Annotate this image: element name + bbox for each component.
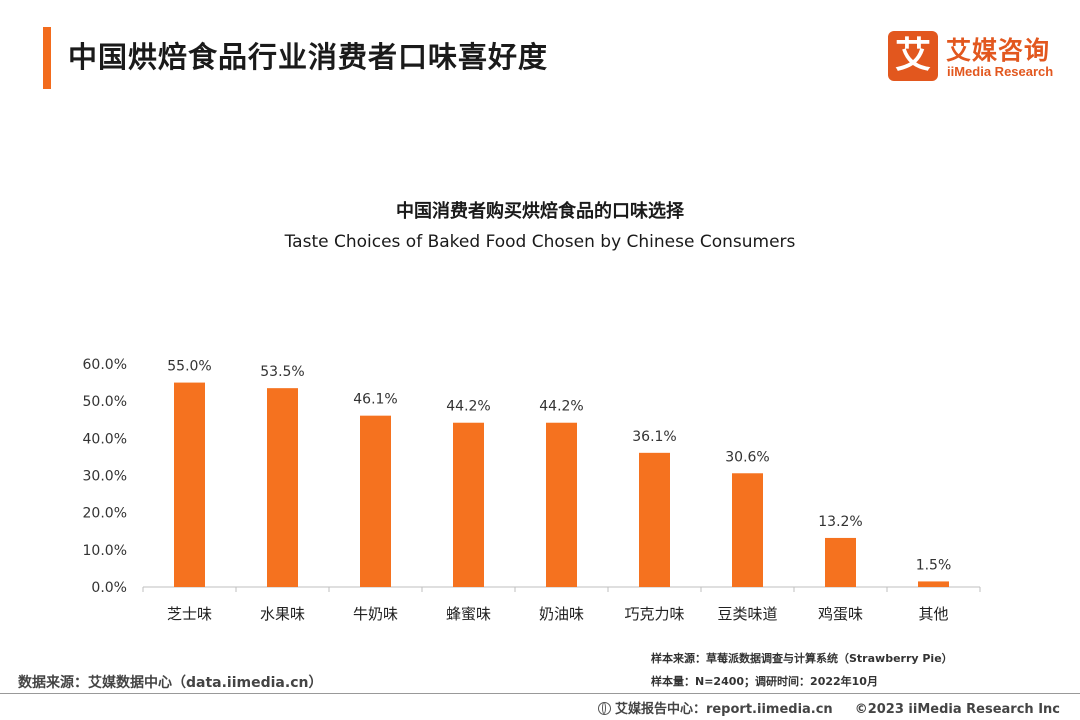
x-tick-label: 牛奶味: [353, 605, 398, 623]
y-tick-label: 0.0%: [91, 580, 127, 596]
bar-value-label: 44.2%: [539, 399, 583, 415]
x-tick-label: 奶油味: [539, 605, 584, 623]
bar-value-label: 13.2%: [818, 514, 862, 530]
brand-logo: 艾 艾媒咨询 iiMedia Research: [888, 31, 1068, 83]
x-tick-label: 蜂蜜味: [446, 605, 491, 623]
bar-value-label: 44.2%: [446, 399, 490, 415]
bar: [453, 422, 484, 587]
chart-subtitle: Taste Choices of Baked Food Chosen by Ch…: [284, 232, 796, 252]
bar-value-label: 53.5%: [260, 364, 304, 380]
data-source-note: 数据来源：艾媒数据中心（data.iimedia.cn）: [18, 675, 323, 691]
y-tick-label: 30.0%: [83, 469, 127, 485]
globe-icon: [597, 702, 611, 715]
bar: [918, 581, 949, 587]
report-center-link[interactable]: 艾媒报告中心：report.iimedia.cn: [614, 702, 833, 717]
x-tick-label: 巧克力味: [624, 605, 684, 623]
bar: [174, 382, 205, 587]
y-tick-label: 40.0%: [83, 431, 127, 447]
sample-size-note: 样本量：N=2400；调研时间：2022年10月: [651, 675, 878, 688]
logo-name-en: iiMedia Research: [947, 64, 1054, 79]
footer-bottom: 艾媒报告中心：report.iimedia.cn ©2023 iiMedia Re…: [597, 698, 1060, 717]
y-tick-label: 50.0%: [83, 394, 127, 410]
bar: [825, 537, 856, 587]
x-tick-label: 水果味: [260, 605, 305, 623]
bar-value-label: 30.6%: [725, 449, 769, 465]
y-tick-label: 60.0%: [83, 357, 127, 373]
bar-value-label: 36.1%: [632, 429, 676, 445]
bar-value-label: 46.1%: [353, 392, 397, 408]
footer-divider: [0, 693, 1080, 694]
page-title: 中国烘焙食品行业消费者口味喜好度: [68, 40, 549, 74]
bar: [546, 422, 577, 587]
bar-value-label: 1.5%: [916, 557, 952, 573]
y-tick-label: 10.0%: [83, 543, 127, 559]
bar: [639, 452, 670, 587]
bar: [732, 473, 763, 587]
x-tick-label: 鸡蛋味: [818, 605, 863, 623]
chart-title: 中国消费者购买烘焙食品的口味选择: [396, 201, 684, 222]
y-tick-label: 20.0%: [83, 506, 127, 522]
logo-badge: 艾: [888, 31, 938, 81]
copyright: ©2023 iiMedia Research Inc: [854, 702, 1060, 717]
sample-source-note: 样本来源：草莓派数据调查与计算系统（Strawberry Pie）: [651, 652, 953, 665]
title-accent-bar: [43, 27, 51, 89]
bar-value-label: 55.0%: [167, 359, 211, 375]
x-tick-label: 豆类味道: [717, 605, 777, 623]
logo-name-cn: 艾媒咨询: [946, 36, 1051, 65]
x-tick-label: 其他: [918, 605, 948, 623]
bar: [267, 388, 298, 587]
x-tick-label: 芝士味: [167, 605, 212, 623]
bar: [360, 415, 391, 587]
